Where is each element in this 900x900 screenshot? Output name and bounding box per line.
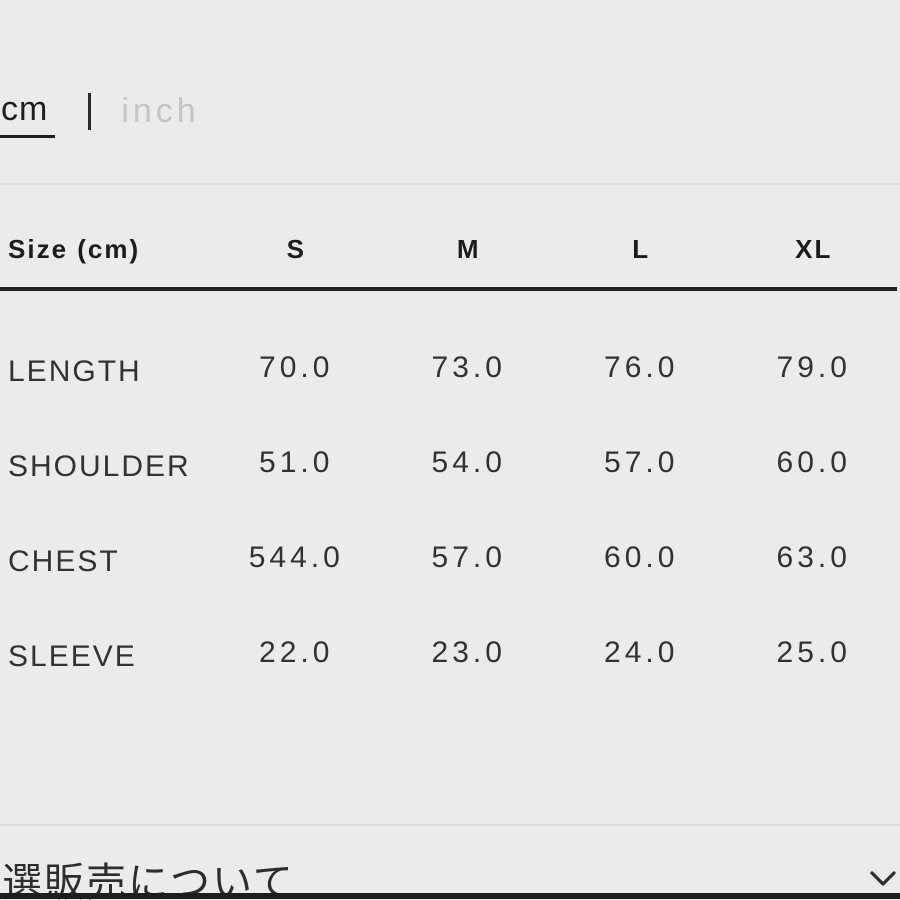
row-label: SHOULDER — [8, 449, 191, 483]
column-header-l: L — [632, 233, 651, 264]
unit-cm-link[interactable]: cm — [0, 90, 56, 138]
row-label: CHEST — [8, 544, 120, 578]
cell-value: 60.0 — [776, 445, 851, 479]
cell-value: 22.0 — [259, 635, 334, 669]
cell-value: 57.0 — [604, 445, 679, 479]
unit-toggle: cm inch — [0, 90, 200, 138]
header-separator-line — [0, 287, 897, 291]
cell-value: 73.0 — [431, 350, 506, 384]
cell-value: 60.0 — [604, 540, 679, 574]
row-label: LENGTH — [8, 354, 142, 388]
cell-value: 70.0 — [259, 350, 334, 384]
column-header-m: M — [456, 233, 481, 264]
cell-value: 63.0 — [776, 540, 851, 574]
cell-value: 54.0 — [431, 445, 506, 479]
cell-value: 51.0 — [259, 445, 334, 479]
table-row-length: LENGTH 70.0 73.0 76.0 79.0 — [0, 324, 900, 419]
cell-value: 57.0 — [431, 540, 506, 574]
divider-above-table — [0, 183, 900, 185]
divider-above-accordion — [0, 824, 900, 826]
table-row-sleeve: SLEEVE 22.0 23.0 24.0 25.0 — [0, 609, 900, 704]
cell-value: 23.0 — [431, 635, 506, 669]
cell-value: 76.0 — [604, 350, 679, 384]
table-row-shoulder: SHOULDER 51.0 54.0 57.0 60.0 — [0, 419, 900, 514]
unit-toggle-divider — [88, 92, 92, 130]
column-header-s: S — [286, 233, 306, 264]
unit-inch-link[interactable]: inch — [121, 91, 200, 130]
table-row-chest: CHEST 544.0 57.0 60.0 63.0 — [0, 514, 900, 609]
row-label: SLEEVE — [8, 639, 137, 673]
size-table-corner-label: Size (cm) — [8, 233, 141, 264]
column-header-xl: XL — [795, 233, 833, 264]
cell-value: 25.0 — [776, 635, 851, 669]
size-table-header-row: Size (cm) S M L XL — [0, 224, 900, 274]
cell-value: 24.0 — [604, 635, 679, 669]
cell-value: 79.0 — [776, 350, 851, 384]
cell-value: 544.0 — [248, 540, 344, 574]
bottom-border-line — [0, 893, 900, 899]
chevron-down-icon[interactable] — [870, 871, 896, 887]
size-table-body: LENGTH 70.0 73.0 76.0 79.0 SHOULDER 51.0… — [0, 324, 900, 704]
